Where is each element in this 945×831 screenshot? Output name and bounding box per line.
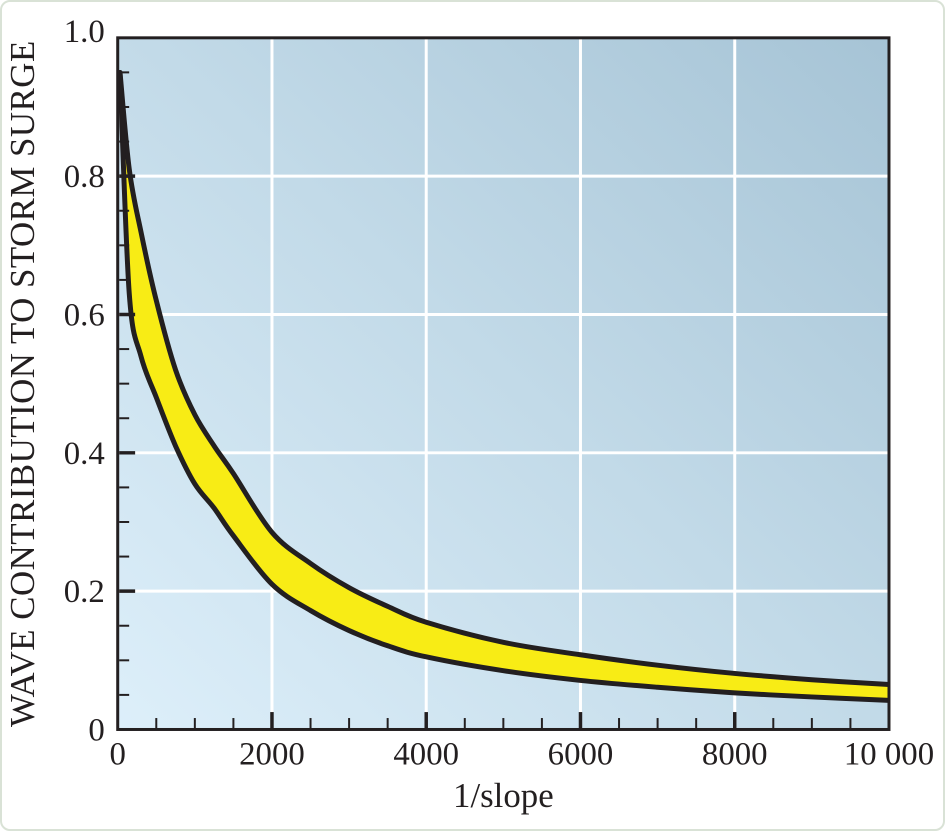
- y-tick-label: 0.4: [64, 436, 105, 472]
- y-tick-label: 0.8: [64, 159, 105, 195]
- x-tick-label: 10 000: [844, 736, 934, 772]
- gridlines: [117, 37, 889, 730]
- y-axis-title: WAVE CONTRIBUTION TO STORM SURGE: [3, 40, 42, 727]
- x-tick-label: 8000: [702, 736, 768, 772]
- axis-labels: 0 2000 4000 6000 8000 10 000 0 0.2 0.4 0.6 0.8 1.0 1…: [3, 14, 934, 815]
- x-tick-label: 0: [110, 736, 126, 772]
- plot-frame: [116, 36, 891, 731]
- x-tick-label: 2000: [239, 736, 305, 772]
- plot-background: [117, 37, 889, 730]
- x-axis-title: 1/slope: [453, 776, 554, 815]
- y-tick-label: 0: [88, 712, 104, 748]
- tick-marks: [119, 71, 852, 728]
- lower-curve: [117, 69, 889, 703]
- y-tick-label: 0.2: [64, 574, 105, 610]
- y-tick-label: 1.0: [64, 14, 105, 50]
- x-tick-label: 6000: [548, 736, 614, 772]
- y-tick-label: 0.6: [64, 297, 105, 333]
- x-tick-label: 4000: [393, 736, 459, 772]
- upper-curve: [117, 69, 889, 687]
